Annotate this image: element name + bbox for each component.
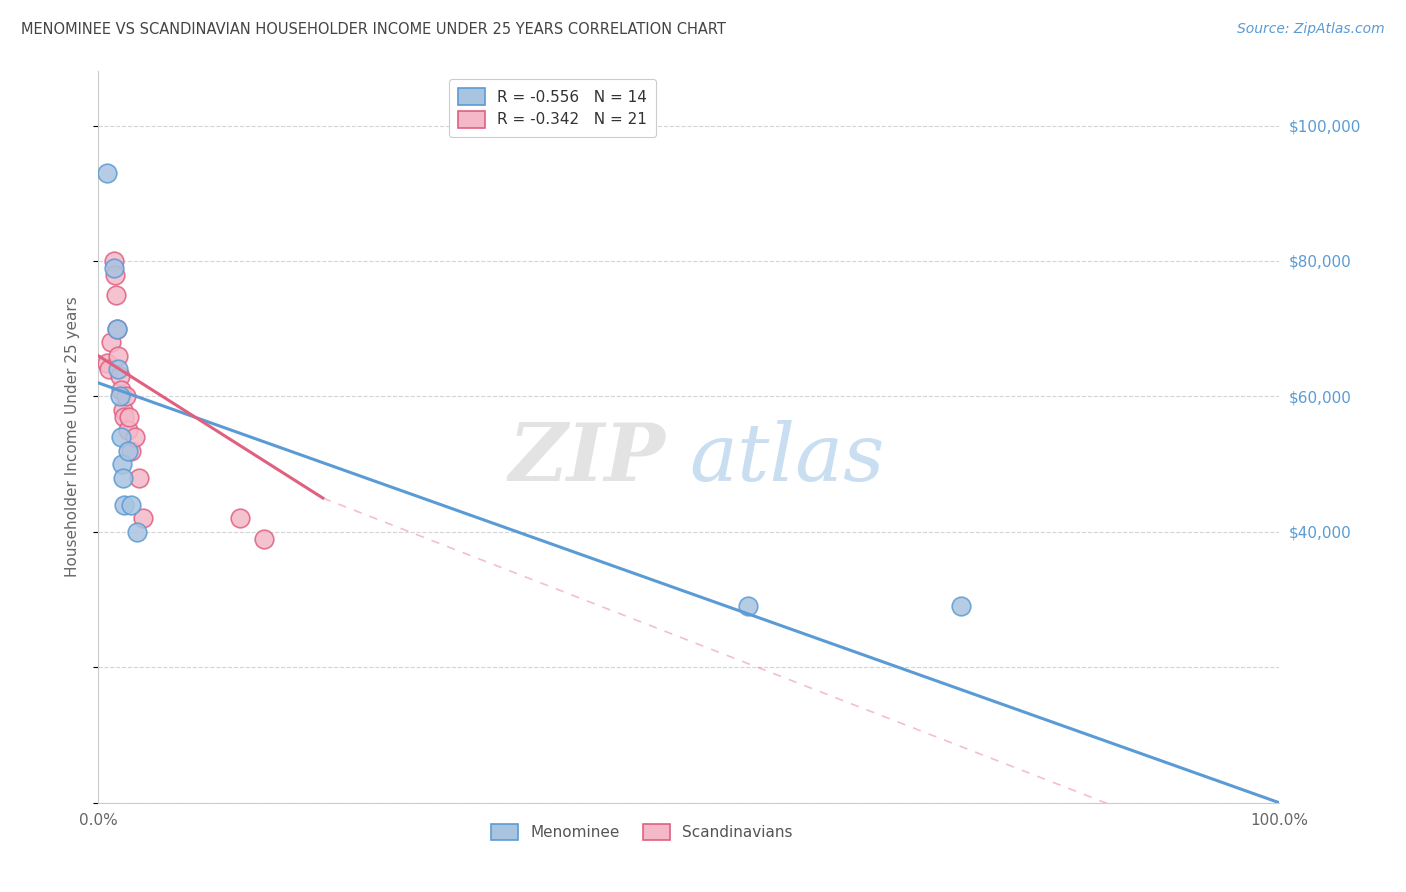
Point — [108, 389, 131, 403]
Point — [127, 524, 149, 539]
Point — [111, 457, 134, 471]
Point — [114, 389, 136, 403]
Point — [229, 511, 252, 525]
Point — [737, 599, 759, 614]
Point — [112, 498, 135, 512]
Text: ZIP: ZIP — [509, 420, 665, 498]
Point — [124, 430, 146, 444]
Point — [96, 166, 118, 180]
Point — [253, 532, 276, 546]
Point — [132, 511, 155, 525]
Point — [128, 471, 150, 485]
Text: Source: ZipAtlas.com: Source: ZipAtlas.com — [1237, 22, 1385, 37]
Y-axis label: Householder Income Under 25 years: Householder Income Under 25 years — [65, 297, 80, 577]
Point — [118, 409, 141, 424]
Point — [949, 599, 972, 614]
Point — [96, 355, 118, 369]
Point — [112, 409, 135, 424]
Point — [121, 443, 143, 458]
Point — [112, 471, 135, 485]
Point — [117, 443, 139, 458]
Point — [105, 322, 128, 336]
Point — [104, 268, 127, 282]
Point — [98, 362, 121, 376]
Point — [103, 254, 125, 268]
Legend: Menominee, Scandinavians: Menominee, Scandinavians — [485, 817, 799, 847]
Point — [117, 423, 139, 437]
Point — [110, 430, 132, 444]
Text: atlas: atlas — [689, 420, 884, 498]
Point — [112, 403, 135, 417]
Point — [105, 288, 128, 302]
Point — [107, 349, 129, 363]
Point — [121, 498, 143, 512]
Point — [107, 362, 129, 376]
Point — [110, 383, 132, 397]
Text: MENOMINEE VS SCANDINAVIAN HOUSEHOLDER INCOME UNDER 25 YEARS CORRELATION CHART: MENOMINEE VS SCANDINAVIAN HOUSEHOLDER IN… — [21, 22, 725, 37]
Point — [100, 335, 122, 350]
Point — [108, 369, 131, 384]
Point — [103, 260, 125, 275]
Point — [105, 322, 128, 336]
